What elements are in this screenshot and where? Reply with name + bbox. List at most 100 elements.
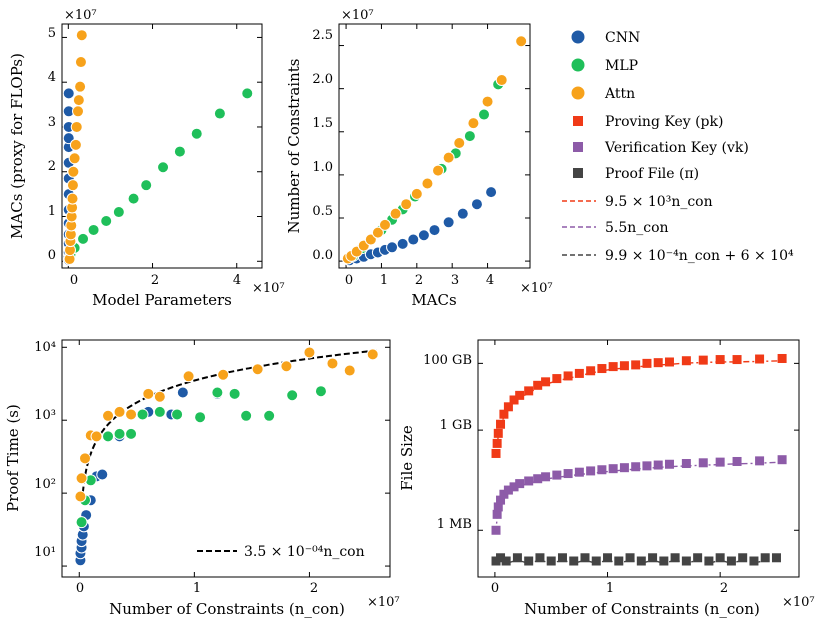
ytick-a-4: 4 [48, 70, 56, 85]
point-pk [515, 390, 525, 400]
point-proof [704, 556, 714, 566]
point-attn [366, 348, 379, 361]
point-pk [509, 395, 519, 405]
point-pk [715, 355, 725, 365]
point-attn [66, 192, 79, 205]
point-mlp [87, 223, 100, 236]
point-pk [574, 368, 584, 378]
xtick-b-1: 1 [380, 273, 388, 288]
point-vk [491, 525, 501, 535]
point-attn [453, 136, 466, 149]
point-vk [533, 474, 543, 484]
axes-frame [338, 23, 531, 269]
point-vk [681, 459, 691, 469]
point-vk [631, 462, 641, 472]
point-mlp [286, 389, 299, 402]
point-cnn [407, 233, 420, 246]
point-proof [625, 553, 635, 563]
ytick-c-0: 10¹ [34, 545, 56, 560]
point-vk [503, 485, 513, 495]
point-proof [557, 553, 567, 563]
xtick-c-0: 0 [76, 581, 84, 596]
legend-label-attn: Attn [604, 86, 635, 102]
legend-marker-pk [573, 116, 583, 126]
point-mlp [463, 130, 476, 143]
point-attn [75, 29, 88, 42]
ytick-d-2: 100 GB [423, 353, 472, 368]
fit-line-vk [495, 461, 783, 533]
xtick-b-4: 4 [486, 273, 494, 288]
point-vk [653, 460, 663, 470]
point-proof [512, 553, 522, 563]
point-mlp [100, 214, 113, 227]
xlabel-b: MACs [411, 291, 456, 309]
point-proof [749, 556, 759, 566]
legend-label-pk: Proving Key (pk) [605, 114, 723, 130]
point-attn [182, 370, 195, 383]
point-mlp [263, 409, 276, 422]
point-pk [698, 355, 708, 365]
xtick-c-1: 1 [193, 581, 201, 596]
point-vk [499, 489, 509, 499]
point-attn [515, 35, 528, 48]
point-vk [664, 459, 674, 469]
point-pk [642, 358, 652, 368]
point-vk [524, 476, 534, 486]
point-attn [70, 120, 83, 133]
point-attn [79, 452, 92, 465]
point-pk [503, 402, 513, 412]
point-vk [586, 466, 596, 476]
ytick-a-5: 5 [48, 26, 56, 41]
point-mlp [213, 107, 226, 120]
point-attn [378, 218, 391, 231]
point-pk [681, 356, 691, 366]
x-multiplier-d: ×10⁷ [782, 595, 815, 610]
y-multiplier-a: ×10⁷ [64, 8, 97, 23]
axes-frame [477, 339, 800, 578]
point-pk [653, 358, 663, 368]
point-vk [541, 472, 551, 482]
legend-label-cnn: CNN [605, 30, 640, 46]
point-mlp [194, 411, 207, 424]
point-attn [74, 80, 87, 93]
point-proof [580, 553, 590, 563]
point-pk [524, 386, 534, 396]
fit-curve [80, 349, 379, 502]
point-pk [608, 362, 618, 372]
point-mlp [75, 516, 88, 529]
point-attn [251, 363, 264, 376]
point-mlp [240, 409, 253, 422]
point-vk [715, 457, 725, 467]
ytick-b-3: 1.5 [312, 116, 333, 131]
x-multiplier-a: ×10⁷ [252, 281, 285, 296]
point-attn [326, 357, 339, 370]
legend-label-mlp: MLP [605, 58, 638, 74]
xlabel-c: Number of Constraints (n_con) [109, 600, 345, 618]
point-proof [496, 553, 506, 563]
ytick-c-1: 10² [34, 477, 56, 492]
ytick-b-0: 0.0 [312, 248, 333, 263]
legend-label-vk-fit: 5.5n_con [605, 220, 669, 236]
point-proof [738, 553, 748, 563]
point-mlp [127, 192, 140, 205]
point-mlp [77, 232, 90, 245]
point-pk [552, 374, 562, 384]
ytick-c-2: 10³ [34, 408, 56, 423]
legend-label-pk-fit: 9.5 × 10³n_con [605, 194, 713, 210]
point-attn [217, 368, 230, 381]
axes-frame [61, 339, 391, 578]
point-attn [432, 164, 445, 177]
point-mlp [125, 427, 138, 440]
x-multiplier-c: ×10⁷ [367, 595, 400, 610]
point-cnn [417, 229, 430, 242]
point-proof [659, 556, 669, 566]
point-pk [597, 364, 607, 374]
ytick-b-2: 1.0 [312, 160, 333, 175]
point-attn [75, 472, 88, 485]
point-proof [636, 556, 646, 566]
point-attn [153, 390, 166, 403]
panel-macs-vs-params: MACs (proxy for FLOPs) Model Parameters … [8, 8, 285, 309]
ytick-c-3: 10⁴ [34, 340, 56, 355]
xtick-b-2: 2 [415, 273, 423, 288]
point-proof [524, 556, 534, 566]
